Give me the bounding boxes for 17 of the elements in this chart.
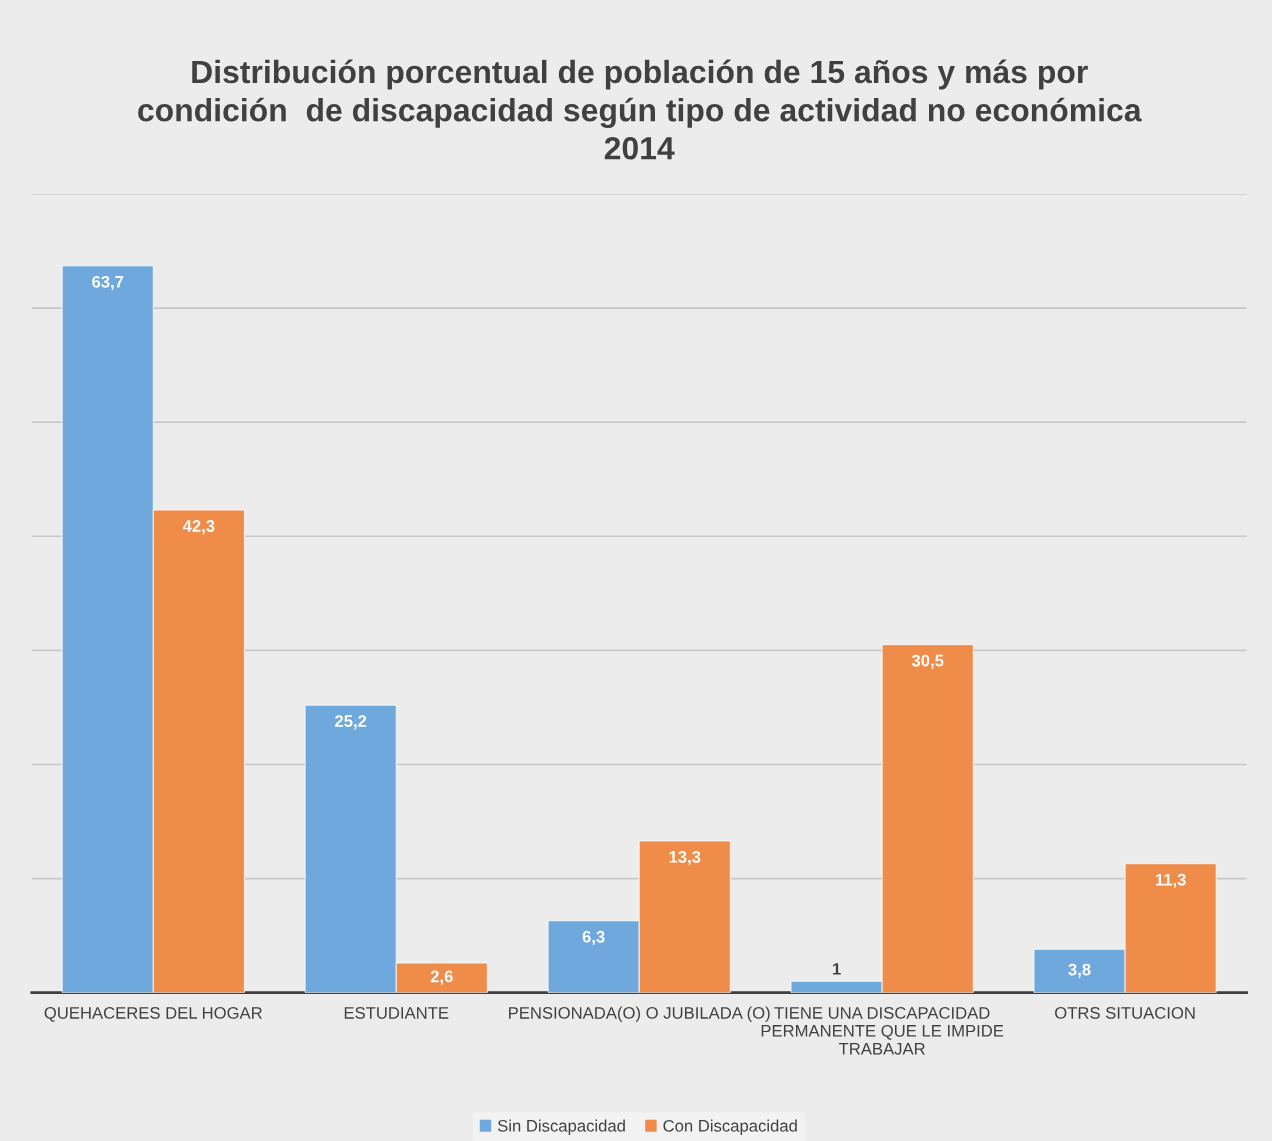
x-tick-label: QUEHACERES DEL HOGAR (44, 1007, 262, 1022)
x-tick-label: ESTUDIANTE (344, 1007, 449, 1019)
data-label: 6,3 (582, 930, 605, 946)
data-label: 11,3 (1155, 873, 1186, 888)
legend-label: Sin Discapacidad (497, 1119, 625, 1136)
data-label: 30,5 (911, 654, 944, 669)
data-label: 13,3 (669, 850, 701, 866)
data-label: 3,8 (1068, 963, 1091, 978)
chart-title: Distribución porcentual de población de 15 años y más por condición de discapacidad según tipo de actividad no económica 2014 (138, 59, 1142, 160)
x-tick-label: OTRS SITUACION (1055, 1007, 1195, 1019)
data-label: 25,2 (335, 715, 367, 730)
data-label: 1 (832, 963, 841, 975)
data-label: 42,3 (182, 520, 215, 535)
x-tick-label: PENSIONADA(O) O JUBILADA (O) (509, 1006, 770, 1023)
data-label: 2,6 (430, 970, 453, 985)
legend-label: Con Discapacidad (663, 1119, 797, 1136)
data-label: 63,7 (92, 275, 124, 291)
